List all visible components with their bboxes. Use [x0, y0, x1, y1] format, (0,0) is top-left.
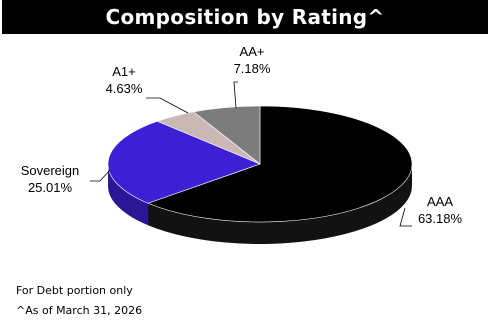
pie-slice-aaa — [147, 105, 413, 223]
slice-label-aaa: AAA — [427, 194, 453, 209]
slice-value-aa-: 7.18% — [234, 61, 271, 76]
slice-label-aa-: AA+ — [240, 44, 265, 59]
chart-title: Composition by Rating^ — [105, 5, 385, 29]
slice-value-aaa: 63.18% — [418, 211, 463, 226]
pie-side-sovereign — [108, 164, 149, 226]
pie-side-aaa — [148, 164, 412, 244]
pie-slice-sovereign — [107, 120, 261, 204]
pie-slice-aa- — [193, 105, 261, 165]
slice-value-a1-: 4.63% — [106, 81, 143, 96]
slice-label-a1-: A1+ — [112, 64, 136, 79]
leader-line-a1- — [146, 97, 189, 114]
footnote-date: ^As of March 31, 2026 — [16, 304, 143, 317]
footnote-debt: For Debt portion only — [16, 284, 133, 297]
slice-value-sovereign: 25.01% — [28, 180, 73, 195]
leader-line-sovereign — [90, 169, 111, 182]
title-bar: Composition by Rating^ — [2, 0, 488, 34]
slice-label-sovereign: Sovereign — [21, 163, 80, 178]
leader-line-aaa — [399, 207, 412, 227]
leader-line-aa- — [233, 81, 238, 109]
